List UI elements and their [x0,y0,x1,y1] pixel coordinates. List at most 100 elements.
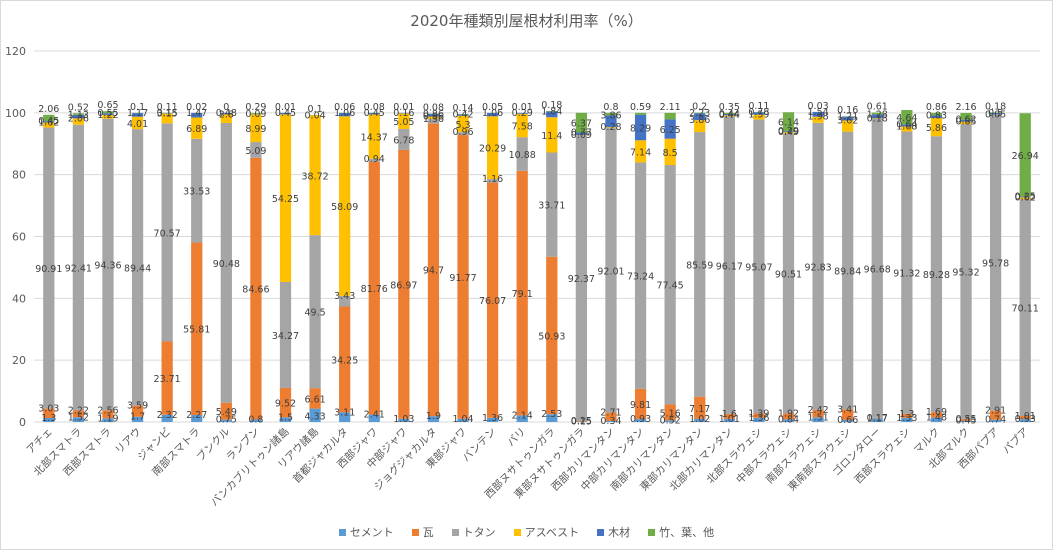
legend-label: トタン [462,526,496,539]
data-label: 54.25 [272,194,299,205]
data-label: 0.04 [305,110,326,121]
data-label: 14.37 [361,133,388,144]
bar-segment [43,114,55,122]
data-label: 0.08 [364,102,385,113]
bar-segment [161,123,173,342]
bar-segment [398,418,410,422]
bar-segment [102,111,114,114]
data-label: 0.06 [334,102,355,113]
bar-segment [871,114,883,119]
bar-segment [1019,113,1031,197]
bar-segment [486,113,499,117]
bar-segment [398,149,410,419]
bar-segment [368,161,380,415]
data-label: 8.99 [245,124,266,135]
bar-segment [546,256,558,415]
data-label: 26.94 [1012,151,1039,162]
data-label: 9.81 [630,400,651,411]
data-label: 0.45 [38,116,59,127]
data-label: 5.86 [926,123,947,134]
bar-segment [812,116,824,123]
data-label: 3.03 [38,404,59,415]
bar-segment [782,133,795,414]
bar-segment [664,138,676,165]
data-label: 70.57 [154,228,181,239]
data-label: 89.28 [923,270,950,281]
data-label: 2.56 [97,405,118,416]
bar-segment [427,119,440,124]
bar-segment [309,408,321,422]
bar-segment [960,119,972,122]
data-label: 0.05 [985,109,1006,120]
bar-segment [960,418,972,421]
bar-segment [398,128,410,150]
data-label: 0.05 [482,102,503,113]
data-label: 3.11 [334,407,355,418]
bar-segment [960,420,972,422]
data-label: 49.5 [305,308,326,319]
legend-swatch [338,528,346,536]
legend-item: トタン [451,524,496,540]
bar-segment [161,414,173,422]
legend-item: セメント [338,524,394,540]
data-label: 0.86 [423,109,444,120]
data-label: 1.06 [334,108,355,119]
data-label: 3.15 [157,109,178,120]
data-label: 0.83 [926,110,947,121]
data-label: 90.91 [35,264,62,275]
data-label: 3.41 [837,404,858,415]
bar-segment [575,135,588,421]
bar-segment [72,114,85,119]
bar-segment [575,420,588,422]
data-label: 0.52 [68,102,89,113]
bar-segment [960,124,972,419]
bar-segment [723,113,735,116]
data-label: 1.22 [97,110,118,121]
data-label: 0.29 [245,102,266,113]
legend-item: 瓦 [411,524,434,540]
bar-segment [694,112,706,114]
data-label: 0.44 [719,110,740,121]
data-label: 90.48 [213,259,240,270]
data-label: 0.1 [308,104,323,115]
bar-segment [871,112,883,115]
data-label: 1.48 [926,412,947,423]
bar-segment [930,115,943,119]
data-label: 5.49 [216,407,237,418]
data-label: 9.52 [275,399,296,410]
bar-segment [279,387,292,418]
data-label: 1.03 [393,414,414,425]
data-label: 1.62 [38,118,59,129]
chart-title: 2020年種類別屋根材利用率（%） [410,12,643,30]
legend-swatch [648,528,656,536]
bar-segment [605,420,617,422]
data-label: 0.29 [778,126,799,137]
bar-segment [516,112,528,114]
data-label: 0.11 [157,102,178,113]
data-label: 1.9 [426,411,441,422]
data-label: 4.33 [305,411,326,422]
bar-segment [634,419,647,422]
bar-segment [1019,199,1031,417]
bar-segment [250,142,262,158]
data-label: 55.81 [183,325,210,336]
bar-segment [102,118,114,411]
data-label: 0.8 [603,102,618,113]
bar-segment [694,113,706,121]
bar-segment [1019,419,1031,422]
data-label: 0.29 [512,108,533,119]
y-tick-label: 20 [12,354,26,367]
bar-segment [723,418,735,422]
data-label: 1.06 [482,108,503,119]
data-label: 2.16 [955,102,976,113]
data-label: 1.92 [778,408,799,419]
bar-segment [72,410,85,418]
bar-segment [575,132,588,135]
bar-segment [72,118,85,125]
bar-segment [102,113,114,115]
bar-segment [753,413,765,418]
data-label: 0.85 [955,117,976,128]
bar-segment [516,113,528,138]
bar-segment [131,405,144,417]
data-label: 1.84 [541,107,562,118]
